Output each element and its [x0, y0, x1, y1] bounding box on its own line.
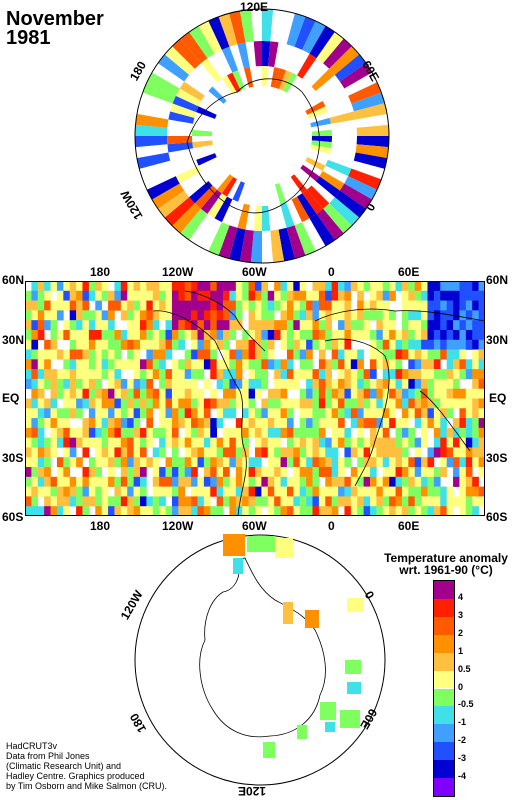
legend-tick-label: 0.5: [458, 663, 471, 674]
legend-tick-label: -2: [458, 735, 467, 746]
left-lat-label-60n: 60N: [2, 273, 25, 287]
top-lon-label-60w: 60W: [242, 265, 267, 279]
legend-title-line1: Temperature anomaly: [384, 551, 508, 565]
global-anomaly-map: [25, 281, 485, 516]
legend-swatch: [434, 706, 454, 725]
legend-tick-label: -0.5: [458, 699, 474, 710]
legend-tick-label: -4: [458, 771, 467, 782]
right-lat-label-30s: 30S: [486, 451, 508, 465]
legend-tick-label: -1: [458, 717, 467, 728]
legend-swatch: [434, 634, 454, 653]
left-lat-label-30n: 30N: [2, 333, 25, 347]
credit-line3: (Climatic Research Unit) and: [6, 761, 122, 771]
credit-line1: HadCRUT3v: [6, 741, 58, 751]
left-lat-label-eq: EQ: [2, 391, 20, 405]
legend-tick-label: 1: [458, 645, 464, 656]
south-polar-map: [134, 534, 386, 786]
right-lat-label-eq: EQ: [489, 391, 507, 405]
title-year: 1981: [6, 27, 51, 49]
top-lon-label-120w: 120W: [162, 265, 194, 279]
bottom-lon-label-60e: 60E: [398, 519, 420, 533]
legend-tick-label: 3: [458, 609, 464, 620]
legend-tick-label: 2: [458, 627, 464, 638]
legend-title: Temperature anomaly wrt. 1961-90 (°C): [380, 552, 512, 576]
left-lat-label-30s: 30S: [2, 451, 24, 465]
bottom-lon-label-0: 0: [328, 519, 335, 533]
bottom-lon-label-180: 180: [90, 519, 111, 533]
right-lat-label-30n: 30N: [486, 333, 509, 347]
legend-swatch: [434, 616, 454, 635]
credit-line2: Data from Phil Jones: [6, 751, 90, 761]
legend-swatch: [434, 598, 454, 617]
bottom-lon-label-60w: 60W: [242, 519, 267, 533]
bottom-lon-label-120w: 120W: [162, 519, 194, 533]
left-lat-label-60s: 60S: [2, 510, 24, 524]
right-lat-label-60n: 60N: [486, 273, 509, 287]
legend-swatch: [434, 652, 454, 671]
legend-swatch: [434, 778, 454, 796]
top-lon-label-60e: 60E: [398, 265, 420, 279]
legend-colorbar: [433, 580, 455, 797]
credit-line5: by Tim Osborn and Mike Salmon (CRU).: [6, 781, 168, 791]
credit-line4: Hadley Centre. Graphics produced: [6, 771, 145, 781]
legend-swatch: [434, 724, 454, 743]
legend-swatch: [434, 760, 454, 779]
credit-text: HadCRUT3v Data from Phil Jones (Climatic…: [6, 741, 167, 791]
top-lon-label-180: 180: [90, 265, 111, 279]
right-lat-label-60s: 60S: [486, 510, 508, 524]
legend-tick-label: 0: [458, 681, 464, 692]
legend-swatch: [434, 670, 454, 689]
south-label-bottom: 120E: [238, 784, 267, 798]
legend-tick-label: -3: [458, 753, 467, 764]
legend-swatch: [434, 581, 454, 599]
north-label-top: 120E: [240, 0, 269, 14]
map-title: November 1981: [6, 8, 104, 49]
title-month: November: [6, 8, 104, 30]
legend-title-line2: wrt. 1961-90 (°C): [399, 563, 493, 577]
legend-swatch: [434, 688, 454, 707]
north-polar-map: [134, 8, 390, 264]
legend-swatch: [434, 742, 454, 761]
top-lon-label-0: 0: [328, 265, 335, 279]
legend-tick-label: 4: [458, 591, 464, 602]
